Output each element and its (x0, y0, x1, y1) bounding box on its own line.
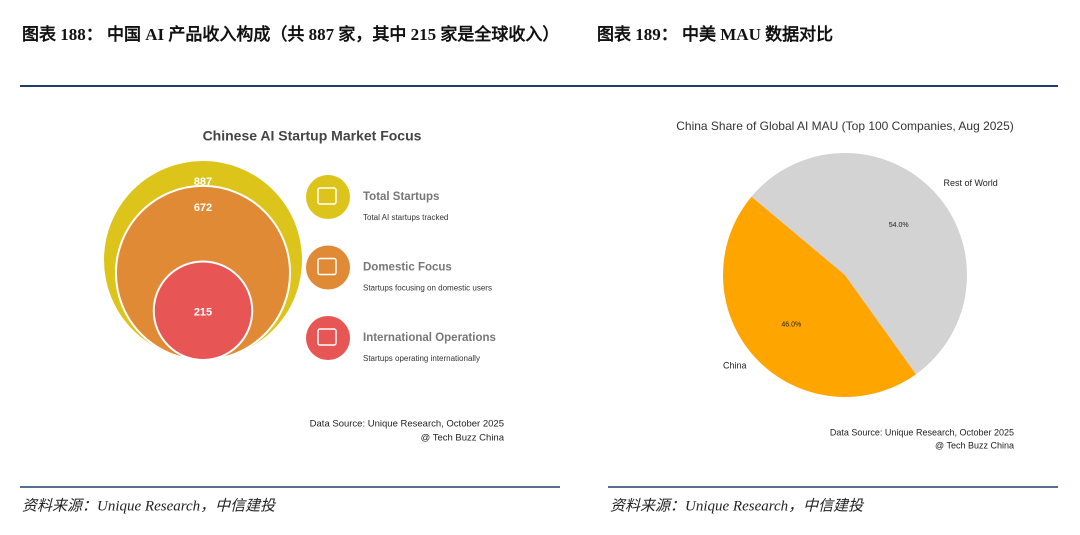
figure-title: 图表 188： 中国 AI 产品收入构成（共 887 家，其中 215 家是全球… (22, 25, 560, 44)
data-source: Data Source: Unique Research, October 20… (830, 427, 1014, 437)
legend-description: Startups focusing on domestic users (363, 284, 492, 293)
footer-source: 资料来源：Unique Research，中信建投 (22, 497, 277, 514)
value-label: 887 (194, 176, 212, 188)
value-label: 672 (194, 202, 212, 214)
footer-source: 资料来源：Unique Research，中信建投 (610, 497, 865, 514)
data-source: @ Tech Buzz China (421, 433, 505, 444)
legend-title: Domestic Focus (363, 262, 452, 274)
circle (152, 260, 254, 362)
slice-label: Rest of World (943, 178, 997, 188)
legend-icon-glyph (317, 187, 337, 205)
legend-description: Total AI startups tracked (363, 213, 448, 222)
data-source: Data Source: Unique Research, October 20… (310, 419, 504, 430)
legend-icon (306, 175, 350, 219)
legend-icon (306, 245, 350, 290)
legend-icon (306, 316, 350, 360)
legend-icon-glyph (317, 328, 337, 346)
pie-slice (723, 196, 917, 397)
pct-label: 54.0% (889, 222, 909, 229)
value-label: 215 (194, 307, 212, 319)
slice-label: China (723, 361, 747, 371)
legend-title: Total Startups (363, 191, 439, 203)
figure-title: 图表 189： 中美 MAU 数据对比 (597, 25, 834, 44)
pie-slice (751, 152, 967, 375)
legend-icon-glyph (317, 257, 337, 276)
chart-title: China Share of Global AI MAU (Top 100 Co… (676, 119, 1014, 133)
legend-description: Startups operating internationally (363, 354, 480, 363)
pct-label: 46.0% (781, 322, 801, 329)
chart-title: Chinese AI Startup Market Focus (203, 128, 422, 144)
data-source: @ Tech Buzz China (935, 440, 1014, 450)
legend-title: International Operations (363, 332, 496, 344)
